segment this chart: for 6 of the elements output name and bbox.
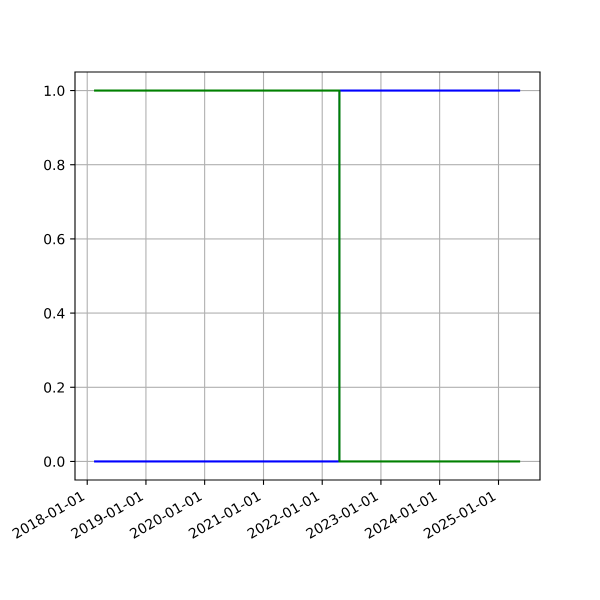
y-tick-label: 0.0 xyxy=(44,456,64,467)
y-tick-label: 0.4 xyxy=(44,308,64,319)
y-tick-label: 0.2 xyxy=(44,382,64,393)
y-tick-label: 0.6 xyxy=(44,234,64,244)
y-tick-label: 1.0 xyxy=(44,86,64,96)
y-tick-label: 0.8 xyxy=(44,160,64,170)
